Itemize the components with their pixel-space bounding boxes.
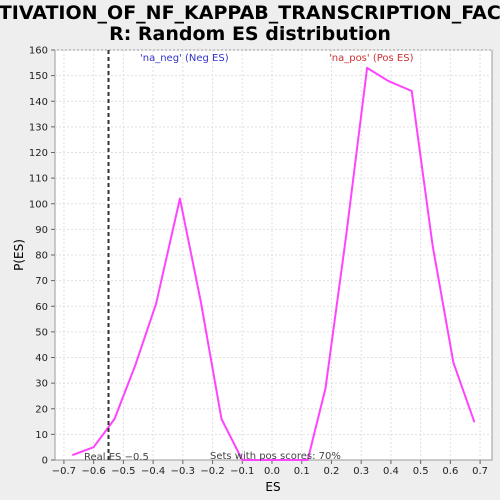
data-point: [345, 233, 348, 236]
data-point: [387, 79, 389, 82]
data-point: [283, 459, 285, 461]
y-tick-label: 130: [29, 122, 48, 133]
y-tick-label: 20: [35, 404, 48, 415]
series-line: [72, 66, 476, 461]
y-tick-label: 0: [42, 456, 48, 467]
y-tick-label: 150: [29, 71, 48, 82]
data-point: [262, 459, 264, 461]
x-tick-label: 0.7: [472, 466, 488, 477]
x-tick-label: −0.5: [111, 466, 135, 477]
y-tick-label: 40: [35, 353, 48, 364]
data-point: [241, 459, 244, 461]
x-tick-label: 0.1: [294, 466, 310, 477]
x-tick-label: −0.6: [81, 466, 105, 477]
y-axis-label: P(ES): [12, 239, 26, 271]
data-point: [199, 300, 202, 303]
data-point: [155, 302, 157, 305]
data-point: [473, 420, 476, 423]
data-point: [410, 90, 413, 92]
x-tick-label: −0.3: [171, 466, 195, 477]
y-axis-ticks: 0 10 20 30 40 50 60 70 80 90 100 110 120 130 140 150 160: [29, 46, 55, 467]
x-tick-label: 0.5: [413, 466, 429, 477]
grid: [55, 49, 492, 460]
data-point: [220, 418, 223, 420]
y-tick-label: 70: [35, 276, 48, 287]
y-tick-label: 10: [35, 430, 48, 441]
y-tick-label: 50: [35, 327, 48, 338]
series-layer: [71, 66, 476, 461]
x-tick-label: 0.3: [353, 466, 369, 477]
y-tick-label: 60: [35, 302, 48, 313]
x-tick-label: −0.7: [52, 466, 76, 477]
x-axis-label: ES: [265, 480, 280, 494]
data-point: [92, 446, 95, 449]
data-point: [366, 67, 369, 69]
chart-title-line2: R: Random ES distribution: [109, 23, 391, 45]
x-tick-label: −0.2: [200, 466, 224, 477]
data-point: [178, 197, 181, 200]
y-tick-label: 140: [29, 97, 48, 108]
x-axis-ticks: −0.7 −0.6 −0.5 −0.4 −0.3 −0.2 −0.1 0.0 0.1 0.2 0.3…: [52, 460, 488, 477]
x-tick-label: 0.0: [264, 466, 280, 477]
data-point: [134, 364, 137, 367]
y-tick-label: 120: [29, 148, 48, 159]
x-tick-label: 0.6: [442, 466, 458, 477]
chart-title-line1: ACTIVATION_OF_NF_KAPPAB_TRANSCRIPTION_FA…: [0, 2, 500, 24]
data-point: [306, 459, 309, 461]
y-tick-label: 110: [29, 174, 48, 185]
data-point: [431, 243, 434, 246]
pos-es-label: 'na_pos' (Pos ES): [329, 53, 414, 64]
x-tick-label: 0.2: [324, 466, 340, 477]
y-tick-label: 90: [35, 225, 48, 236]
x-tick-label: −0.1: [230, 466, 254, 477]
data-point: [71, 453, 74, 456]
data-point: [113, 418, 116, 420]
neg-es-label: 'na_neg' (Neg ES): [140, 53, 229, 64]
data-point: [324, 387, 327, 390]
x-tick-label: 0.4: [383, 466, 399, 477]
y-tick-label: 30: [35, 379, 48, 390]
x-tick-label: −0.4: [141, 466, 165, 477]
data-point: [452, 361, 455, 364]
real-es-label: Real ES −0.5: [84, 452, 149, 463]
sets-pos-label: Sets with pos scores: 70%: [210, 451, 341, 462]
y-tick-label: 160: [29, 46, 48, 57]
y-tick-label: 100: [29, 199, 48, 210]
y-tick-label: 80: [35, 251, 48, 262]
